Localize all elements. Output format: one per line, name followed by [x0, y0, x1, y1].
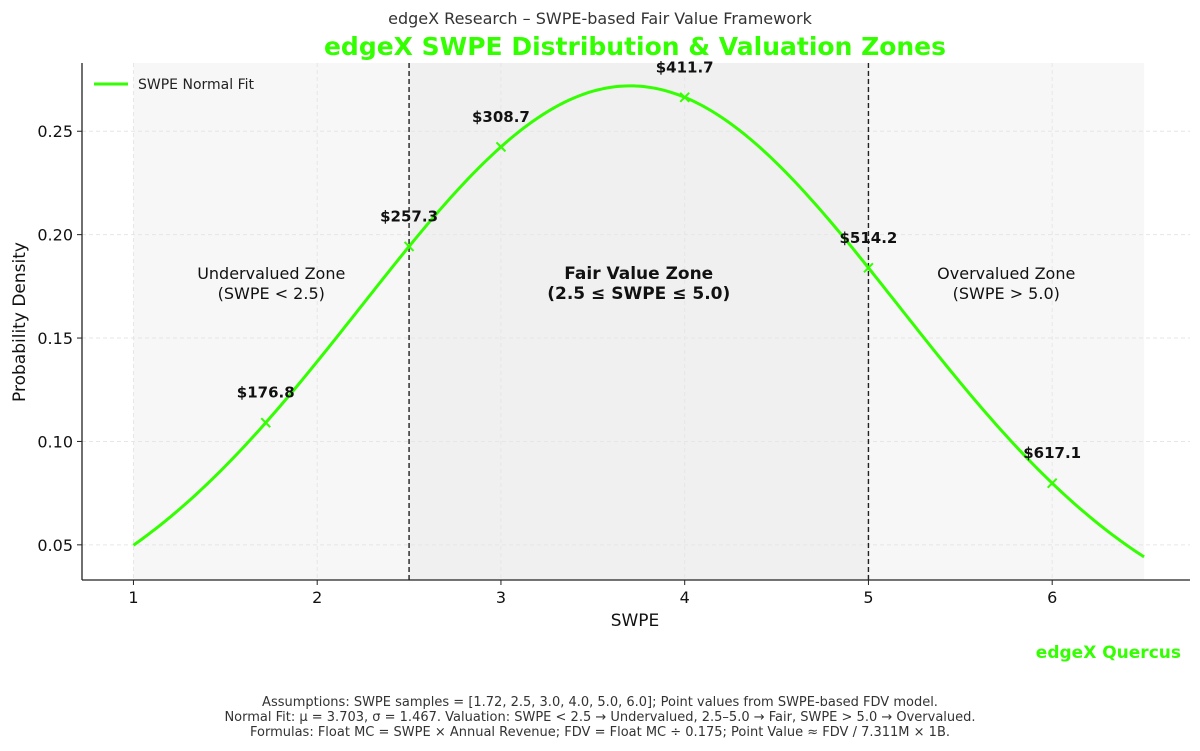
- point-value-label: $617.1: [1023, 444, 1081, 462]
- y-tick-label: 0.20: [37, 226, 73, 245]
- brand-label: edgeX Quercus: [1036, 643, 1181, 663]
- y-tick-label: 0.15: [37, 329, 73, 348]
- valuation-zones: [133, 63, 1145, 580]
- threshold-lines: [408, 63, 870, 580]
- zone-label-range: (2.5 ≤ SWPE ≤ 5.0): [547, 284, 730, 304]
- zone-labels: Undervalued Zone(SWPE < 2.5) Fair Value Z…: [197, 264, 1075, 304]
- zone-band: [133, 63, 410, 580]
- x-tick-label: 3: [496, 588, 506, 607]
- grid: [82, 63, 1190, 580]
- point-value-label: $514.2: [839, 229, 897, 247]
- zone-label-range: (SWPE > 5.0): [953, 284, 1060, 303]
- x-tick-label: 4: [680, 588, 690, 607]
- legend: SWPE Normal Fit: [94, 77, 254, 93]
- point-value-label: $176.8: [237, 384, 295, 402]
- point-marker: [403, 241, 415, 252]
- point-marker: [863, 262, 874, 274]
- point-marker: [1046, 477, 1058, 489]
- footer-notes: Assumptions: SWPE samples = [1.72, 2.5, …: [0, 695, 1200, 740]
- footer-line: Formulas: Float MC = SWPE × Annual Reven…: [249, 725, 950, 740]
- x-tick-label: 2: [312, 588, 322, 607]
- x-tick-label: 5: [863, 588, 873, 607]
- zone-label-name: Overvalued Zone: [937, 264, 1075, 283]
- zone-label-name: Fair Value Zone: [564, 264, 713, 284]
- marker-stroke: [495, 141, 507, 153]
- point-value-label: $411.7: [656, 58, 714, 76]
- point-marker: [679, 92, 690, 103]
- point-marker: [260, 417, 271, 428]
- marker-stroke: [403, 241, 415, 252]
- x-tick-label: 6: [1047, 588, 1057, 607]
- y-tick-label: 0.05: [37, 536, 73, 555]
- footer-line: Normal Fit: μ = 3.703, σ = 1.467. Valuat…: [224, 710, 976, 725]
- ticks: 1 2 3 4 5 6 0.05 0.10 0.15 0.20 0.25: [37, 122, 1057, 607]
- marker-stroke: [863, 262, 874, 274]
- marker-stroke: [1046, 477, 1058, 489]
- zone-label-name: Undervalued Zone: [197, 264, 345, 283]
- point-markers: $176.8 $257.3 $308.7 $411.7 $514.2 $617.1: [237, 58, 1081, 489]
- footer-line: Assumptions: SWPE samples = [1.72, 2.5, …: [262, 695, 938, 710]
- marker-stroke: [260, 417, 271, 428]
- chart-suptitle: edgeX Research – SWPE-based Fair Value F…: [388, 9, 812, 28]
- zone-label-range: (SWPE < 2.5): [218, 284, 325, 303]
- chart-title: edgeX SWPE Distribution & Valuation Zone…: [324, 32, 946, 61]
- normal-fit-curve: [132, 84, 1145, 559]
- x-axis-label: SWPE: [611, 611, 660, 631]
- zone-band: [868, 63, 1145, 580]
- chart: edgeX Research – SWPE-based Fair Value F…: [10, 9, 1190, 663]
- x-tick-label: 1: [128, 588, 138, 607]
- y-tick-label: 0.25: [37, 122, 73, 141]
- marker-stroke: [679, 92, 690, 103]
- y-axis-label: Probability Density: [10, 242, 30, 402]
- point-value-label: $257.3: [380, 207, 438, 225]
- point-marker: [495, 141, 507, 153]
- legend-entry: SWPE Normal Fit: [138, 77, 254, 93]
- axes: [81, 63, 1190, 581]
- zone-band: [409, 63, 869, 580]
- y-tick-label: 0.10: [37, 432, 73, 451]
- point-value-label: $308.7: [472, 108, 530, 126]
